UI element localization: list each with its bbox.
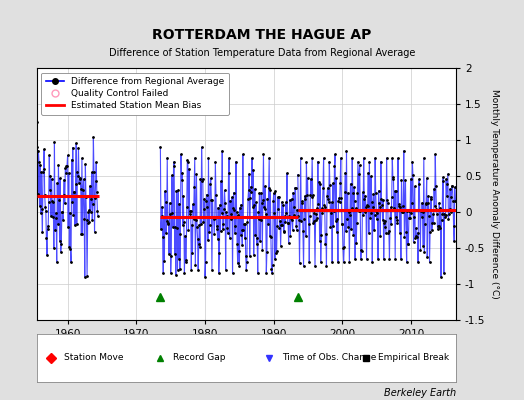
Text: Empirical Break: Empirical Break	[378, 354, 450, 362]
Text: Difference of Station Temperature Data from Regional Average: Difference of Station Temperature Data f…	[109, 48, 415, 58]
Text: ROTTERDAM THE HAGUE AP: ROTTERDAM THE HAGUE AP	[152, 28, 372, 42]
Legend: Difference from Regional Average, Quality Control Failed, Estimated Station Mean: Difference from Regional Average, Qualit…	[41, 72, 229, 115]
Text: Berkeley Earth: Berkeley Earth	[384, 388, 456, 398]
Text: Station Move: Station Move	[64, 354, 124, 362]
Text: Record Gap: Record Gap	[173, 354, 225, 362]
Y-axis label: Monthly Temperature Anomaly Difference (°C): Monthly Temperature Anomaly Difference (…	[490, 89, 499, 299]
Text: Time of Obs. Change: Time of Obs. Change	[282, 354, 376, 362]
